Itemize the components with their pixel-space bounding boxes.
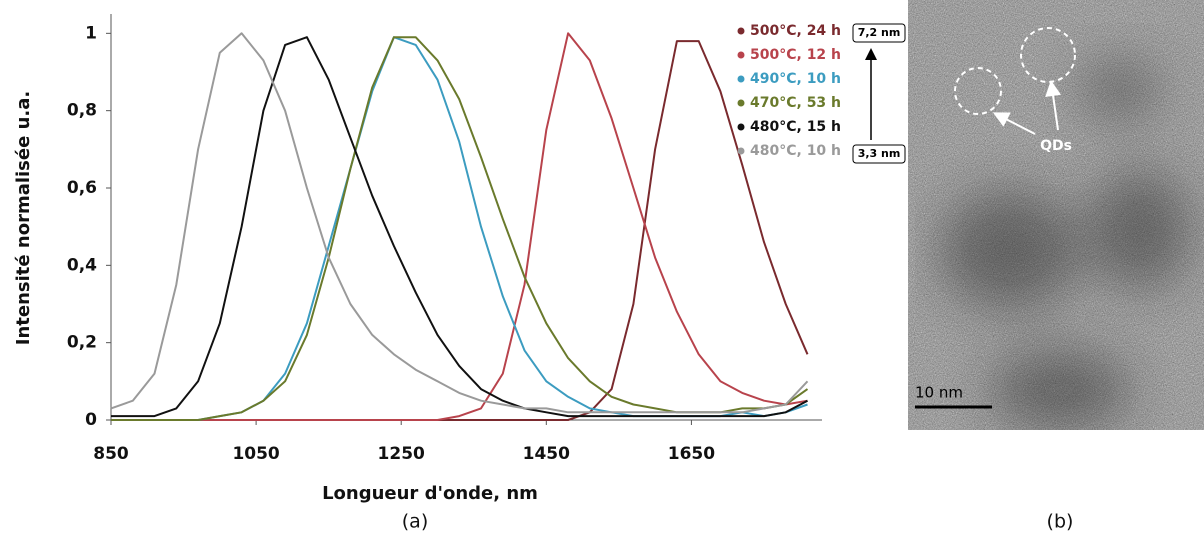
legend-label: 480°C, 10 h xyxy=(750,143,841,159)
qd-circle xyxy=(954,67,1002,115)
series-line xyxy=(111,36,808,418)
x-tick-label: 1650 xyxy=(668,444,715,464)
annotation-box xyxy=(852,23,906,43)
size-annotation: 7,2 nm xyxy=(858,26,901,39)
qd-arrow xyxy=(992,112,1036,135)
legend-marker xyxy=(737,123,745,131)
legend-marker xyxy=(737,99,745,107)
y-tick-label: 1 xyxy=(85,23,97,43)
legend-marker xyxy=(737,147,745,155)
legend-label: 480°C, 15 h xyxy=(750,119,841,135)
y-tick-label: 0 xyxy=(85,410,97,430)
x-tick-label: 850 xyxy=(93,444,129,464)
legend-label: 500°C, 12 h xyxy=(750,47,841,63)
y-axis-label: Intensité normalisée u.a. xyxy=(13,91,34,345)
qd-label: QDs xyxy=(1040,138,1072,154)
x-tick-label: 1450 xyxy=(523,444,570,464)
legend-marker xyxy=(737,75,745,83)
legend-marker xyxy=(737,27,745,35)
qd-circle xyxy=(1020,27,1076,83)
panel-label: (b) xyxy=(1047,511,1074,533)
legend-label: 470°C, 53 h xyxy=(750,95,841,111)
legend-label: 490°C, 10 h xyxy=(750,71,841,87)
x-axis-label: Longueur d'onde, nm xyxy=(322,483,538,504)
series-line xyxy=(111,36,809,421)
y-tick-label: 0,6 xyxy=(67,178,97,198)
y-tick-label: 0,8 xyxy=(67,101,97,121)
image-shading xyxy=(940,60,1190,430)
x-tick-label: 1050 xyxy=(232,444,279,464)
annotation-box xyxy=(852,144,906,164)
qd-arrow xyxy=(1045,80,1062,131)
series-line xyxy=(110,32,809,414)
x-tick-label: 1250 xyxy=(378,444,425,464)
series-line xyxy=(111,32,808,421)
tem-image: QDs 10 nm xyxy=(908,0,1204,430)
legend-label: 500°C, 24 h xyxy=(750,23,841,39)
panel-label: (a) xyxy=(402,511,428,533)
y-tick-label: 0,2 xyxy=(67,333,97,353)
size-annotation: 3,3 nm xyxy=(858,147,901,160)
series-line xyxy=(111,36,808,421)
y-tick-label: 0,4 xyxy=(67,255,97,275)
scale-bar-label: 10 nm xyxy=(915,384,963,402)
legend-marker xyxy=(737,51,745,59)
